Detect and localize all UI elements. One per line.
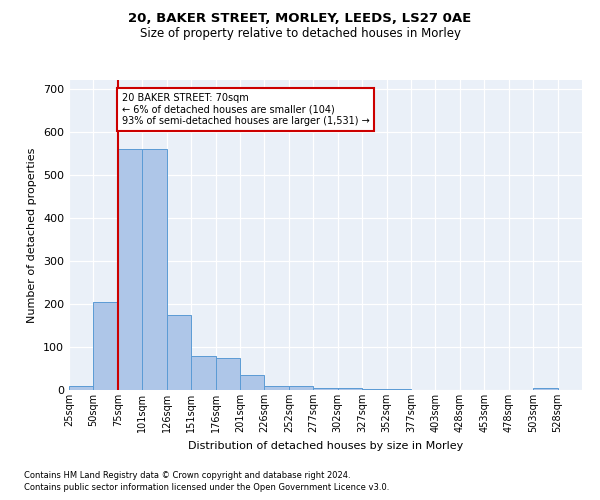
Bar: [167, 314, 191, 390]
Bar: [265, 386, 289, 390]
X-axis label: Distribution of detached houses by size in Morley: Distribution of detached houses by size …: [188, 440, 463, 450]
Text: 20 BAKER STREET: 70sqm
← 6% of detached houses are smaller (104)
93% of semi-det: 20 BAKER STREET: 70sqm ← 6% of detached …: [122, 93, 369, 126]
Bar: [338, 388, 362, 390]
Text: 20, BAKER STREET, MORLEY, LEEDS, LS27 0AE: 20, BAKER STREET, MORLEY, LEEDS, LS27 0A…: [128, 12, 472, 26]
Text: Contains public sector information licensed under the Open Government Licence v3: Contains public sector information licen…: [24, 484, 389, 492]
Bar: [386, 388, 411, 390]
Bar: [94, 302, 118, 390]
Bar: [362, 388, 386, 390]
Y-axis label: Number of detached properties: Number of detached properties: [28, 148, 37, 322]
Bar: [313, 388, 338, 390]
Bar: [69, 386, 94, 390]
Bar: [289, 386, 313, 390]
Text: Contains HM Land Registry data © Crown copyright and database right 2024.: Contains HM Land Registry data © Crown c…: [24, 471, 350, 480]
Bar: [118, 149, 142, 390]
Bar: [215, 358, 240, 390]
Bar: [240, 375, 265, 390]
Text: Size of property relative to detached houses in Morley: Size of property relative to detached ho…: [139, 28, 461, 40]
Bar: [533, 388, 557, 390]
Bar: [191, 356, 215, 390]
Bar: [142, 149, 167, 390]
